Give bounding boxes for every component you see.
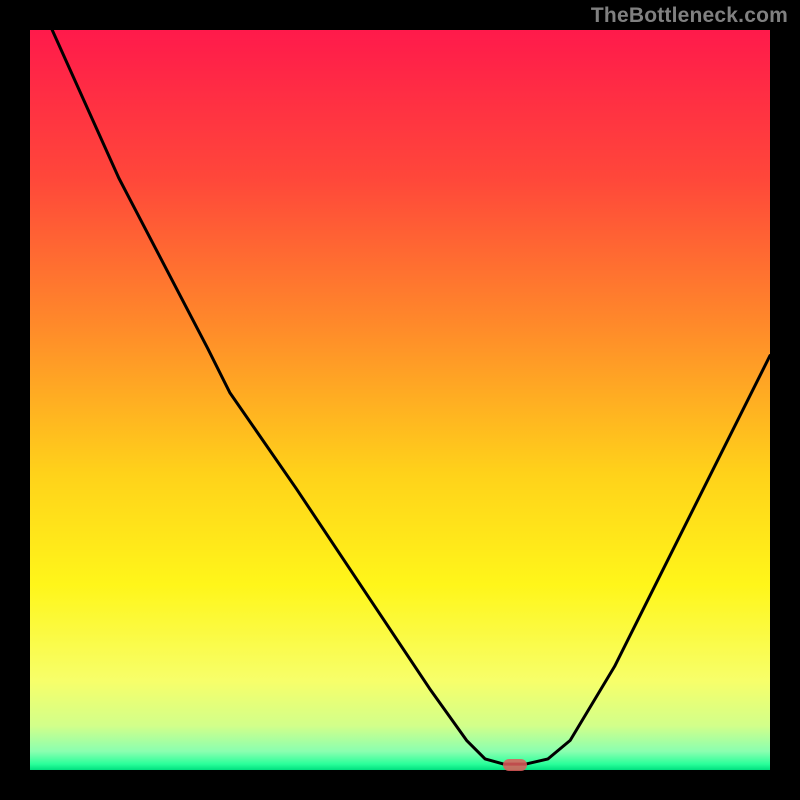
- plot-area: [30, 30, 770, 770]
- chart-frame: TheBottleneck.com: [0, 0, 800, 800]
- curve-path: [52, 30, 770, 764]
- bottleneck-curve: [30, 30, 770, 770]
- optimal-point-marker: [503, 759, 527, 771]
- watermark-text: TheBottleneck.com: [591, 4, 788, 28]
